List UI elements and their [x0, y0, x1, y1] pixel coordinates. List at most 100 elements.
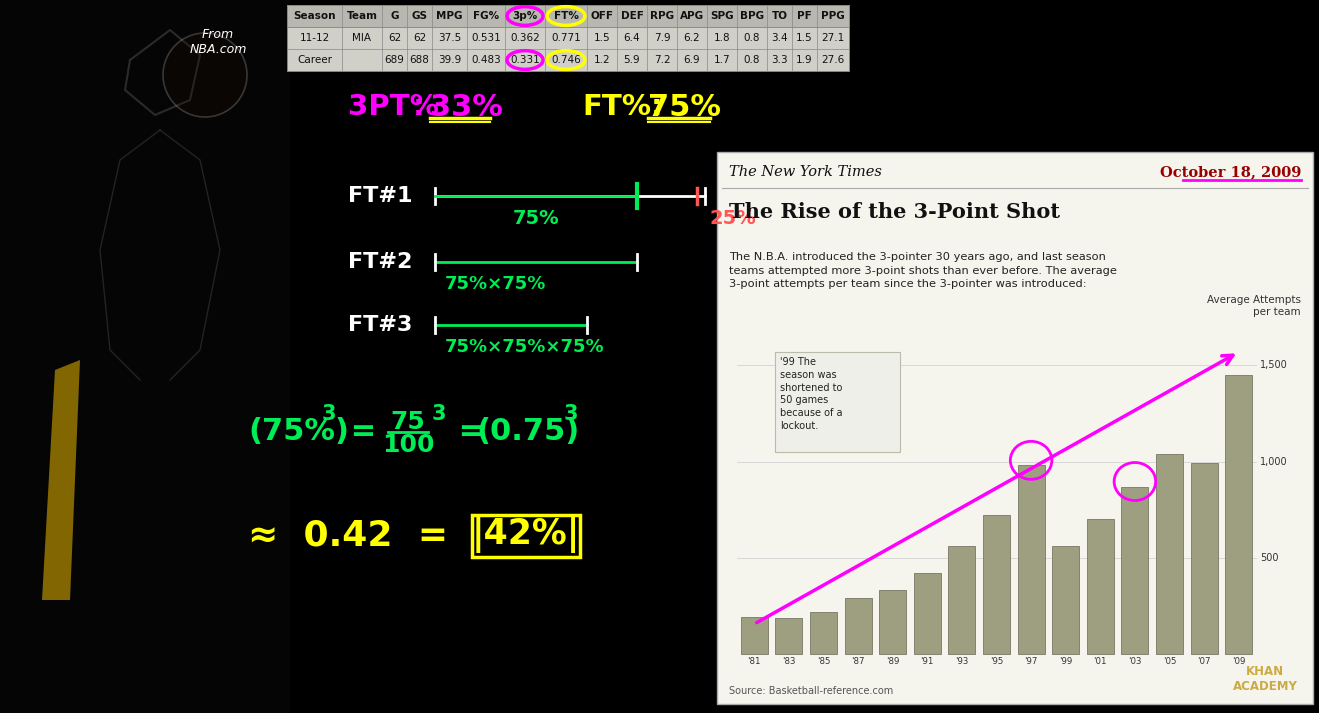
Text: 0.746: 0.746 — [551, 55, 580, 65]
Text: 689: 689 — [385, 55, 405, 65]
Text: 1.7: 1.7 — [714, 55, 731, 65]
Text: 100: 100 — [381, 433, 434, 457]
Text: '99 The
season was
shortened to
50 games
because of a
lockout.: '99 The season was shortened to 50 games… — [780, 357, 843, 431]
Bar — [1121, 486, 1149, 654]
Text: 6.2: 6.2 — [683, 33, 700, 43]
Text: 3PT%: 3PT% — [348, 93, 439, 121]
Text: 3: 3 — [565, 404, 579, 424]
Text: 1,500: 1,500 — [1260, 360, 1287, 370]
Text: PF: PF — [797, 11, 813, 21]
Bar — [0, 0, 290, 713]
Text: |42%|: |42%| — [472, 517, 580, 553]
Text: 1.2: 1.2 — [594, 55, 611, 65]
Text: '93: '93 — [955, 657, 968, 666]
Text: '85: '85 — [816, 657, 830, 666]
Text: FT#3: FT#3 — [348, 315, 413, 335]
Text: FG%: FG% — [474, 11, 499, 21]
Text: 37.5: 37.5 — [438, 33, 462, 43]
Text: 11-12: 11-12 — [299, 33, 330, 43]
Circle shape — [164, 33, 247, 117]
Text: '97: '97 — [1025, 657, 1038, 666]
Text: 39.9: 39.9 — [438, 55, 462, 65]
Text: 0.531: 0.531 — [471, 33, 501, 43]
Text: FT#1: FT#1 — [348, 186, 413, 206]
Text: Season: Season — [293, 11, 336, 21]
Bar — [288, 5, 849, 27]
Text: GS: GS — [412, 11, 427, 21]
Text: 75%: 75% — [513, 208, 559, 227]
Text: FT%:: FT%: — [582, 93, 662, 121]
Text: (0.75): (0.75) — [476, 418, 579, 446]
Text: MPG: MPG — [437, 11, 463, 21]
Bar — [741, 617, 768, 654]
Text: G: G — [390, 11, 398, 21]
Text: 1.5: 1.5 — [594, 33, 611, 43]
Text: 688: 688 — [410, 55, 430, 65]
Bar — [288, 5, 849, 71]
Text: 7.2: 7.2 — [654, 55, 670, 65]
Text: KHAN
ACADEMY: KHAN ACADEMY — [1232, 665, 1298, 693]
Text: 1.9: 1.9 — [797, 55, 813, 65]
Text: Source: Basketball-reference.com: Source: Basketball-reference.com — [729, 686, 893, 696]
Text: ≈  0.42  =: ≈ 0.42 = — [248, 518, 448, 552]
Text: PPG: PPG — [822, 11, 845, 21]
Text: '89: '89 — [886, 657, 900, 666]
Text: The N.B.A. introduced the 3-pointer 30 years ago, and last season
teams attempte: The N.B.A. introduced the 3-pointer 30 y… — [729, 252, 1117, 289]
Polygon shape — [42, 360, 80, 600]
Text: '87: '87 — [851, 657, 865, 666]
Text: 0.362: 0.362 — [510, 33, 539, 43]
Text: 1,000: 1,000 — [1260, 456, 1287, 466]
Text: '07: '07 — [1198, 657, 1211, 666]
Bar — [472, 515, 580, 557]
Bar — [718, 152, 1312, 704]
Text: BPG: BPG — [740, 11, 764, 21]
Text: 500: 500 — [1260, 553, 1278, 563]
Text: 62: 62 — [413, 33, 426, 43]
Text: SPG: SPG — [710, 11, 733, 21]
Text: From
NBA.com: From NBA.com — [190, 28, 247, 56]
Text: FT%: FT% — [554, 11, 579, 21]
Text: '91: '91 — [921, 657, 934, 666]
Text: '81: '81 — [748, 657, 761, 666]
Text: DEF: DEF — [620, 11, 644, 21]
Text: 0.8: 0.8 — [744, 55, 760, 65]
Bar — [1087, 519, 1113, 654]
Bar — [914, 573, 940, 654]
Bar — [1225, 375, 1252, 654]
Bar — [844, 598, 872, 654]
Text: 3: 3 — [433, 404, 447, 424]
Text: =: = — [448, 418, 484, 446]
Text: '03: '03 — [1128, 657, 1142, 666]
Text: 0.771: 0.771 — [551, 33, 580, 43]
Bar — [948, 546, 975, 654]
Text: MIA: MIA — [352, 33, 372, 43]
Bar — [810, 612, 838, 654]
Text: 7.9: 7.9 — [654, 33, 670, 43]
Text: 3.3: 3.3 — [772, 55, 787, 65]
Text: 27.6: 27.6 — [822, 55, 844, 65]
Text: Team: Team — [347, 11, 377, 21]
Text: 3.4: 3.4 — [772, 33, 787, 43]
Bar — [776, 618, 802, 654]
Text: 75%×75%: 75%×75% — [445, 275, 546, 293]
Text: October 18, 2009: October 18, 2009 — [1159, 165, 1301, 179]
Bar — [1191, 463, 1217, 654]
Bar — [983, 515, 1010, 654]
Text: TO: TO — [772, 11, 787, 21]
Bar — [1017, 466, 1045, 654]
Text: (75%): (75%) — [248, 418, 350, 446]
Text: '09: '09 — [1232, 657, 1245, 666]
Text: 6.9: 6.9 — [683, 55, 700, 65]
Text: 75%×75%×75%: 75%×75%×75% — [445, 338, 604, 356]
Text: The New York Times: The New York Times — [729, 165, 882, 179]
Text: Career: Career — [297, 55, 332, 65]
Text: APG: APG — [679, 11, 704, 21]
Text: 75: 75 — [390, 410, 425, 434]
Text: 3: 3 — [322, 404, 336, 424]
Text: 0.483: 0.483 — [471, 55, 501, 65]
Text: 0.331: 0.331 — [510, 55, 539, 65]
Bar — [1053, 546, 1079, 654]
Text: 33%: 33% — [430, 93, 503, 121]
Text: 62: 62 — [388, 33, 401, 43]
Text: FT#2: FT#2 — [348, 252, 413, 272]
